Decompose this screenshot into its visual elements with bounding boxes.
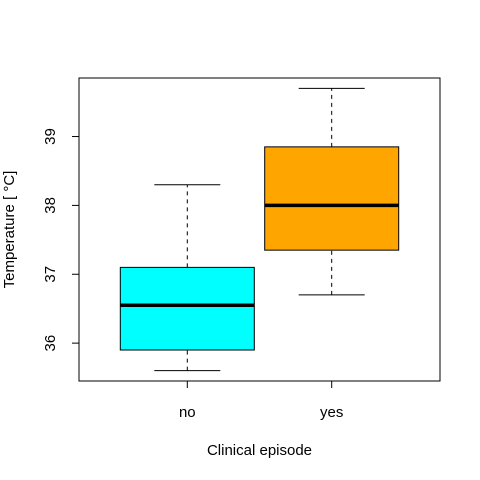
y-tick-label: 36 xyxy=(42,335,59,352)
box-no xyxy=(119,184,255,372)
y-tick-label: 39 xyxy=(42,128,59,145)
x-tick-label: no xyxy=(179,404,196,421)
iqr-box xyxy=(264,146,400,251)
y-tick-label: 38 xyxy=(42,197,59,214)
x-axis-title: Clinical episode xyxy=(207,442,312,459)
x-axis: no yes xyxy=(179,380,343,421)
box-yes xyxy=(264,87,400,296)
y-axis: 36 37 38 39 xyxy=(42,128,80,352)
boxes-group xyxy=(119,87,400,372)
y-axis-title: Temperature [ °C] xyxy=(1,171,18,289)
x-tick-label: yes xyxy=(320,404,343,421)
iqr-box xyxy=(119,266,255,351)
y-tick-label: 37 xyxy=(42,266,59,283)
